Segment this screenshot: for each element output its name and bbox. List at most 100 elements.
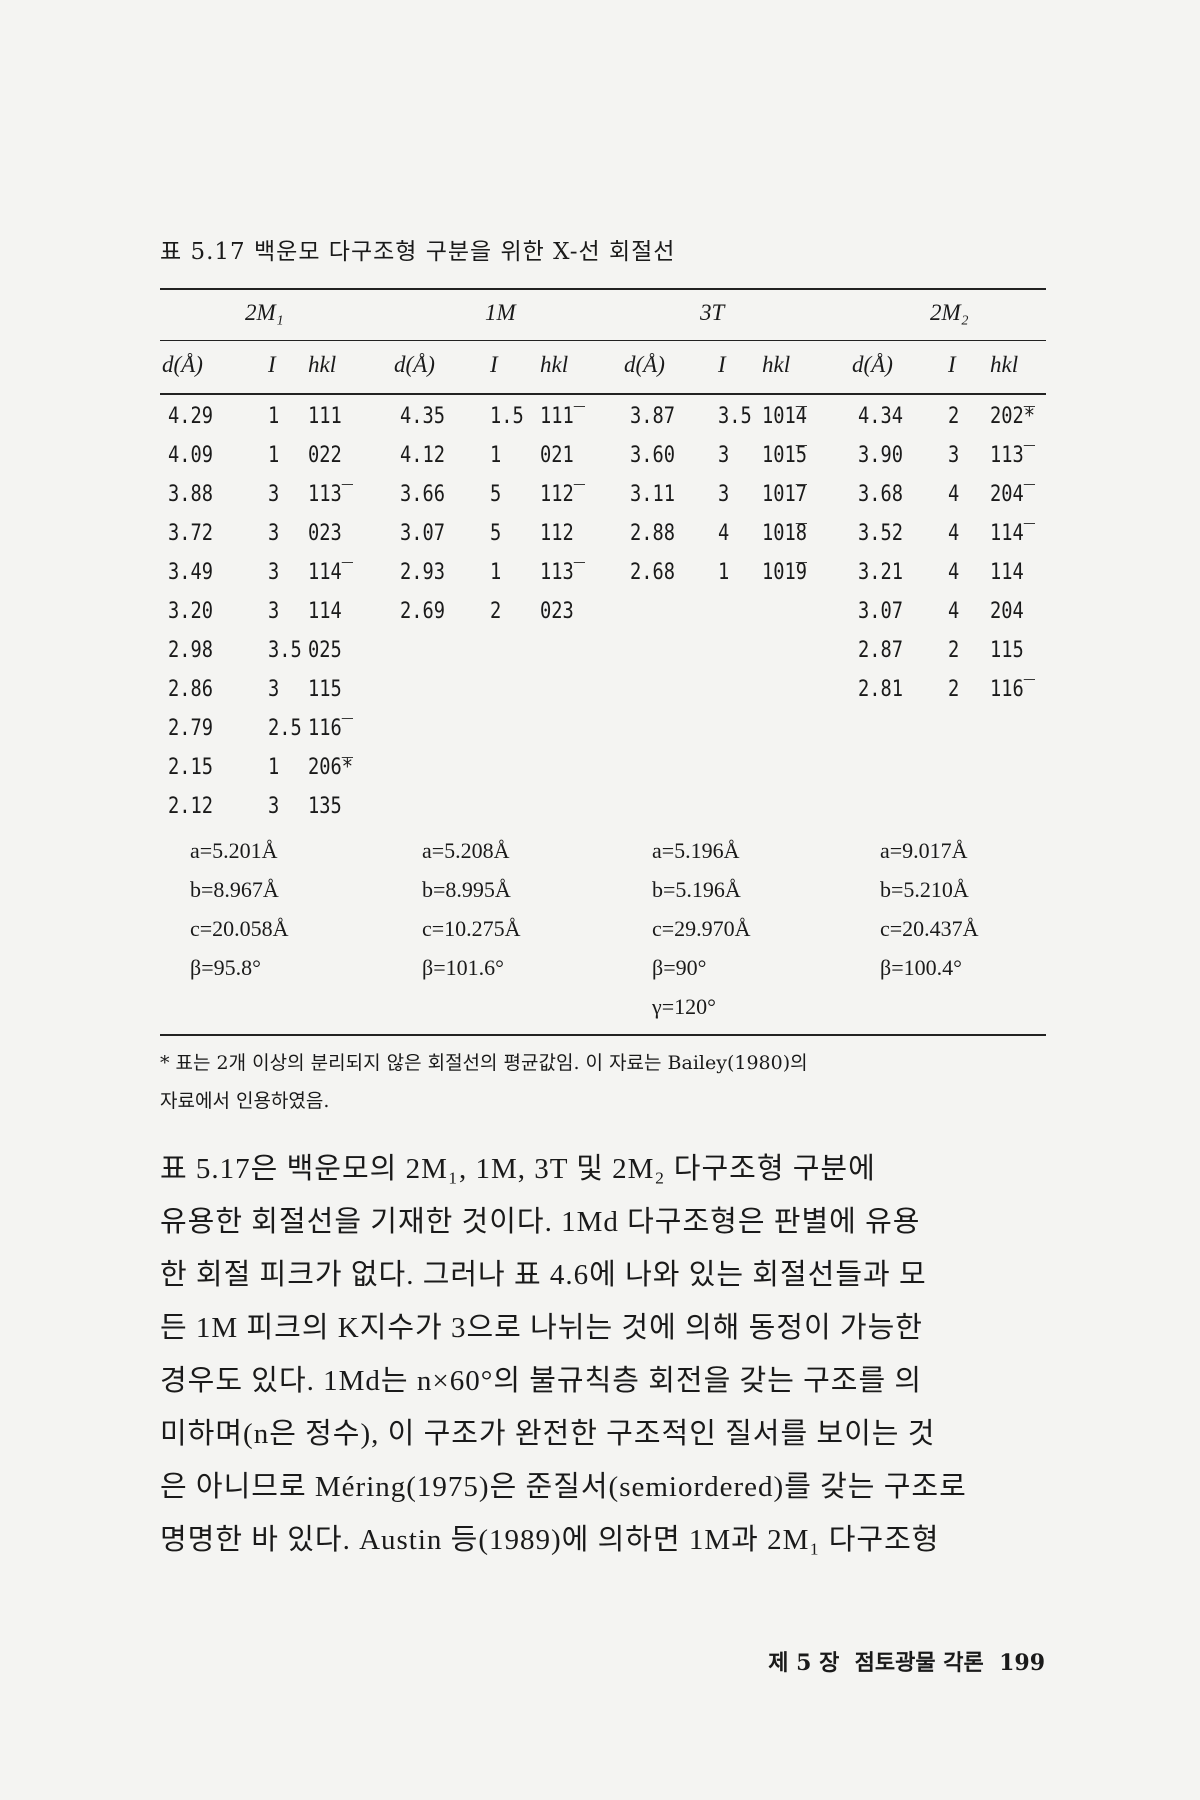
table-cell: 101̅9 [762,560,808,585]
table-cell: 112 [540,521,574,546]
column-header: hkl [762,352,791,377]
lattice-parameter: c=29.970Å [652,916,751,941]
table-cell: 2.69 [400,599,446,624]
table-cell: 4.12 [400,443,446,468]
header-rule [160,340,1046,341]
paragraph-line: 한 회절 피크가 없다. 그러나 표 4.6에 나와 있는 회절선들과 모 [160,1259,927,1291]
table-cell: 3 [268,560,280,585]
table-cell: 4 [948,482,960,507]
table-cell: 3.66 [400,482,446,507]
table-cell: 023 [308,521,342,546]
paragraph-line: 표 5.17은 백운모의 2M₁, 1M, 3T 및 2M₂ 다구조형 구분에 [160,1153,876,1185]
lattice-parameter: c=20.437Å [880,916,979,941]
table-cell: 2.15 [168,755,214,780]
table-cell: 5 [490,482,502,507]
table-cell: 2.87 [858,638,904,663]
table-cell: 3.11 [630,482,676,507]
column-header: hkl [990,352,1019,377]
lattice-parameter: a=5.208Å [422,838,510,863]
table-cell: 135 [308,794,342,819]
column-header: hkl [308,352,337,377]
lattice-parameter: c=20.058Å [190,916,289,941]
table-cell: 3.5 [718,404,752,429]
table-cell: 101̅8 [762,521,808,546]
table-cell: 4 [948,560,960,585]
table-cell: 4.35 [400,404,446,429]
table-cell: 1 [268,755,280,780]
table-cell: 204̅ [990,482,1024,507]
table-cell: 023 [540,599,574,624]
group-header: 1M [485,300,516,325]
table-cell: 3.87 [630,404,676,429]
table-cell: 2.98 [168,638,214,663]
table-cell: 3.52 [858,521,904,546]
table-cell: 3.60 [630,443,676,468]
footnote-line-1: * 표는 2개 이상의 분리되지 않은 회절선의 평균값임. 이 자료는 Bai… [160,1052,808,1074]
table-cell: 114̅ [990,521,1024,546]
table-cell: 3.88 [168,482,214,507]
table-cell: 3 [268,794,280,819]
table-cell: 113̅ [308,482,342,507]
table-cell: 2 [948,404,960,429]
column-header: d(Å) [852,352,893,377]
table-cell: 2 [948,677,960,702]
table-cell: 113̅ [990,443,1024,468]
table-cell: 2.93 [400,560,446,585]
table-cell: 1 [490,443,502,468]
table-cell: 3 [268,521,280,546]
lattice-parameter: β=101.6° [422,955,504,980]
table-bottom-rule [160,1034,1046,1036]
table-cell: 3 [268,599,280,624]
group-header: 2M₂ [930,300,969,325]
group-header: 3T [700,300,725,325]
table-cell: 3 [948,443,960,468]
table-cell: 113̅ [540,560,574,585]
header-bottom-rule [160,393,1046,395]
table-cell: 025 [308,638,342,663]
table-cell: 114̅ [308,560,342,585]
paragraph-line: 명명한 바 있다. Austin 등(1989)에 의하면 1M과 2M₁ 다구… [160,1524,940,1556]
table-cell: 2.5 [268,716,302,741]
table-cell: 1 [490,560,502,585]
table-cell: 111 [308,404,342,429]
lattice-parameter: β=95.8° [190,955,261,980]
column-header: d(Å) [394,352,435,377]
lattice-parameter: b=8.967Å [190,877,279,902]
table-cell: 2.79 [168,716,214,741]
table-cell: 5 [490,521,502,546]
paragraph-line: 든 1M 피크의 K지수가 3으로 나뉘는 것에 의해 동정이 가능한 [160,1312,923,1344]
table-cell: 206̅* [308,755,354,780]
table-cell: 4 [718,521,730,546]
table-cell: 116̅ [990,677,1024,702]
table-cell: 3.68 [858,482,904,507]
lattice-parameter: β=100.4° [880,955,962,980]
column-header: d(Å) [162,352,203,377]
table-cell: 2 [948,638,960,663]
table-cell: 3.07 [858,599,904,624]
table-cell: 2 [490,599,502,624]
table-cell: 111̅ [540,404,574,429]
table-cell: 3 [268,482,280,507]
paragraph-line: 경우도 있다. 1Md는 n×60°의 불규칙층 회전을 갖는 구조를 의 [160,1365,923,1397]
paragraph-line: 미하며(n은 정수), 이 구조가 완전한 구조적인 질서를 보이는 것 [160,1418,936,1450]
column-header: I [490,352,498,377]
table-cell: 3.07 [400,521,446,546]
table-cell: 3.20 [168,599,214,624]
lattice-parameter: c=10.275Å [422,916,521,941]
lattice-parameter: a=5.201Å [190,838,278,863]
table-top-rule [160,288,1046,290]
lattice-parameter: b=8.995Å [422,877,511,902]
group-header: 2M₁ [245,300,284,325]
table-cell: 101̅7 [762,482,808,507]
lattice-parameter: b=5.196Å [652,877,741,902]
table-cell: 021 [540,443,574,468]
column-header: d(Å) [624,352,665,377]
table-cell: 3.90 [858,443,904,468]
table-cell: 3.5 [268,638,302,663]
table-cell: 101̅4 [762,404,808,429]
table-cell: 4.34 [858,404,904,429]
table-cell: 3 [268,677,280,702]
table-cell: 115 [308,677,342,702]
table-cell: 3 [718,443,730,468]
table-cell: 101̅5 [762,443,808,468]
